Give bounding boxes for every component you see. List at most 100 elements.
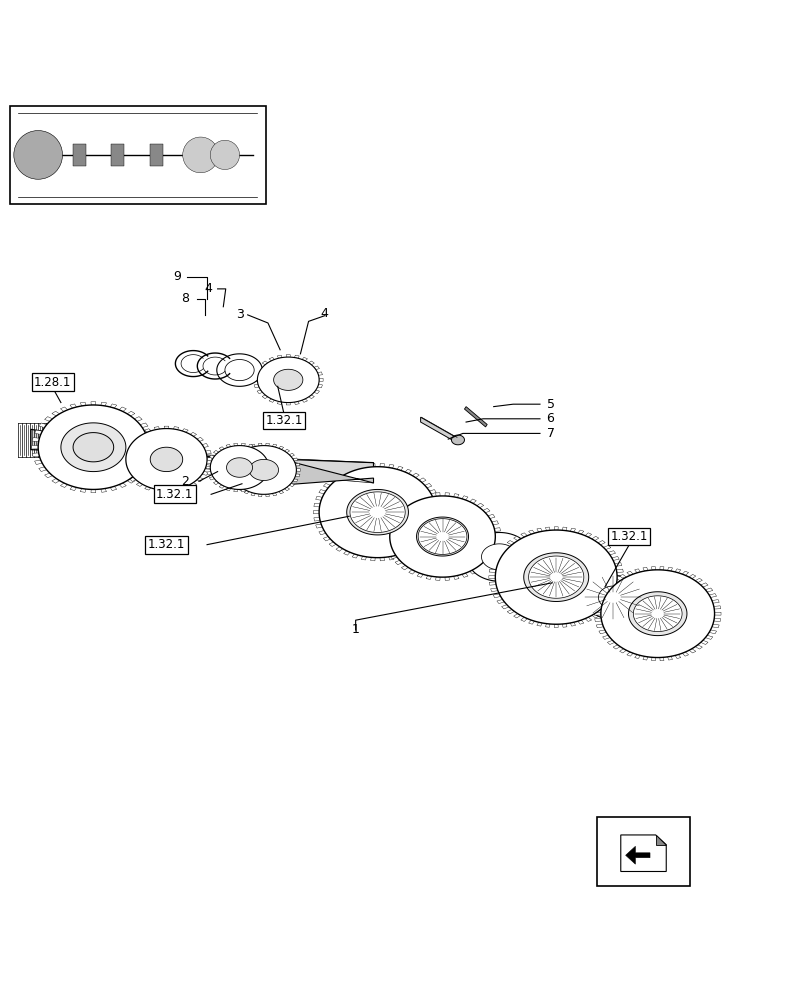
Polygon shape (395, 560, 401, 565)
Polygon shape (654, 835, 665, 845)
Polygon shape (667, 567, 672, 571)
Polygon shape (317, 372, 322, 375)
Polygon shape (140, 467, 148, 471)
Polygon shape (650, 567, 654, 570)
Polygon shape (225, 444, 230, 447)
Polygon shape (614, 588, 621, 592)
Polygon shape (258, 443, 262, 446)
Bar (596, 817, 689, 886)
Polygon shape (174, 489, 178, 492)
Polygon shape (634, 569, 640, 573)
Polygon shape (416, 517, 468, 556)
Polygon shape (705, 588, 712, 592)
Polygon shape (110, 486, 117, 491)
Polygon shape (536, 528, 542, 532)
Polygon shape (488, 569, 496, 572)
Text: 7: 7 (546, 427, 554, 440)
Polygon shape (429, 531, 436, 535)
Polygon shape (343, 551, 350, 555)
Polygon shape (260, 481, 265, 485)
Polygon shape (315, 496, 322, 500)
Polygon shape (174, 427, 178, 430)
Circle shape (14, 131, 62, 179)
Polygon shape (507, 609, 514, 614)
Polygon shape (164, 490, 169, 493)
Polygon shape (599, 630, 606, 634)
Polygon shape (257, 357, 319, 403)
Polygon shape (314, 517, 320, 521)
Polygon shape (262, 361, 268, 365)
Bar (149, 144, 162, 166)
Polygon shape (562, 624, 566, 627)
Polygon shape (597, 609, 604, 614)
Text: 1.32.1: 1.32.1 (156, 488, 193, 501)
Polygon shape (461, 496, 467, 500)
Polygon shape (248, 488, 253, 491)
Polygon shape (607, 599, 615, 604)
Polygon shape (210, 446, 268, 489)
Polygon shape (60, 407, 67, 412)
Polygon shape (268, 357, 274, 361)
Polygon shape (328, 478, 336, 482)
Polygon shape (213, 450, 218, 454)
Polygon shape (616, 569, 623, 572)
Polygon shape (260, 450, 265, 454)
Polygon shape (140, 423, 148, 428)
Polygon shape (35, 460, 42, 464)
Text: 4: 4 (204, 282, 212, 295)
Polygon shape (626, 652, 633, 656)
Polygon shape (313, 511, 319, 514)
Polygon shape (91, 402, 96, 405)
Polygon shape (603, 605, 610, 609)
Polygon shape (130, 477, 136, 481)
Polygon shape (495, 530, 616, 624)
Polygon shape (520, 617, 526, 621)
Polygon shape (470, 570, 476, 574)
Polygon shape (294, 355, 299, 358)
Bar (111, 144, 124, 166)
Polygon shape (196, 477, 203, 481)
Polygon shape (206, 466, 210, 469)
Polygon shape (278, 490, 283, 494)
Polygon shape (681, 571, 688, 575)
Polygon shape (328, 542, 336, 547)
Polygon shape (144, 460, 152, 464)
Polygon shape (285, 403, 290, 405)
Polygon shape (308, 395, 314, 399)
Polygon shape (603, 545, 610, 550)
Polygon shape (136, 483, 143, 486)
Polygon shape (380, 464, 384, 467)
Polygon shape (507, 541, 514, 545)
Polygon shape (196, 437, 203, 441)
Polygon shape (248, 444, 253, 447)
Polygon shape (496, 599, 504, 604)
Polygon shape (545, 624, 549, 627)
Polygon shape (257, 390, 262, 394)
Polygon shape (585, 533, 591, 537)
Polygon shape (285, 355, 290, 357)
Polygon shape (234, 443, 238, 446)
Polygon shape (602, 635, 609, 639)
Polygon shape (577, 620, 583, 624)
Polygon shape (491, 521, 498, 525)
Polygon shape (591, 536, 598, 541)
Polygon shape (182, 486, 188, 490)
Text: 1.28.1: 1.28.1 (34, 376, 71, 389)
Polygon shape (520, 533, 526, 537)
Polygon shape (343, 469, 350, 474)
Polygon shape (278, 446, 283, 449)
Polygon shape (207, 458, 212, 461)
Polygon shape (424, 483, 431, 488)
Polygon shape (607, 583, 614, 587)
Polygon shape (401, 503, 408, 508)
Polygon shape (217, 354, 262, 386)
Polygon shape (35, 430, 42, 434)
Polygon shape (401, 565, 408, 570)
Polygon shape (144, 430, 152, 434)
Polygon shape (262, 395, 268, 399)
Polygon shape (501, 605, 508, 609)
Polygon shape (386, 548, 393, 552)
Polygon shape (681, 652, 688, 656)
Polygon shape (228, 463, 232, 466)
Polygon shape (694, 578, 702, 583)
